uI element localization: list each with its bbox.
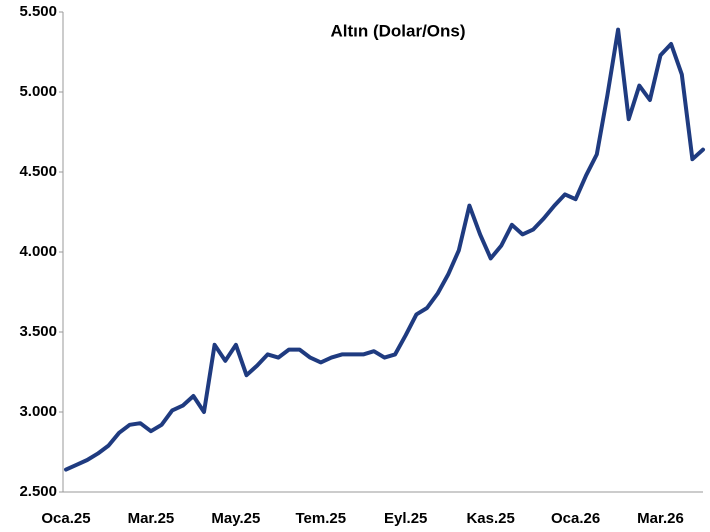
x-tick-label: Oca.25: [41, 510, 90, 527]
x-tick-label: May.25: [211, 510, 260, 527]
x-tick-label: Mar.26: [637, 510, 684, 527]
x-tick-label: Eyl.25: [384, 510, 427, 527]
chart-title: Altın (Dolar/Ons): [330, 21, 465, 40]
y-tick-label: 4.500: [19, 163, 57, 180]
x-tick-label: Oca.26: [551, 510, 600, 527]
y-tick-label: 3.000: [19, 403, 57, 420]
y-tick-label: 3.500: [19, 323, 57, 340]
x-tick-label: Mar.25: [128, 510, 175, 527]
y-tick-label: 5.500: [19, 3, 57, 20]
line: [64, 27, 705, 472]
y-tick-label: 4.000: [19, 243, 57, 260]
x-tick-label: Tem.25: [296, 510, 347, 527]
x-tick-label: Kas.25: [466, 510, 514, 527]
y-tick-label: 5.000: [19, 83, 57, 100]
y-tick-label: 2.500: [19, 483, 57, 500]
